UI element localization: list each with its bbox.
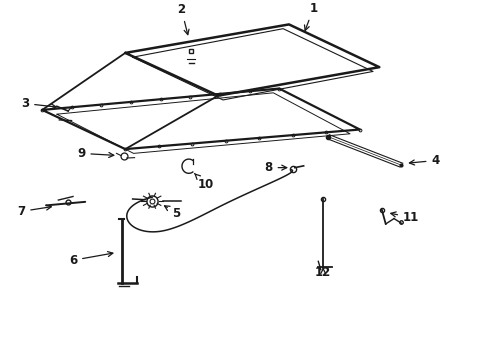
Text: 6: 6 xyxy=(69,252,113,267)
Text: 10: 10 xyxy=(195,174,214,191)
Text: 2: 2 xyxy=(177,3,189,35)
Text: 11: 11 xyxy=(391,211,419,224)
Text: 12: 12 xyxy=(315,266,331,279)
Text: 8: 8 xyxy=(264,161,287,174)
Text: 3: 3 xyxy=(21,97,56,110)
Text: 4: 4 xyxy=(410,154,440,167)
Text: 5: 5 xyxy=(165,206,181,220)
Text: 1: 1 xyxy=(304,2,318,31)
Text: 9: 9 xyxy=(77,147,114,160)
Text: 7: 7 xyxy=(17,205,51,218)
